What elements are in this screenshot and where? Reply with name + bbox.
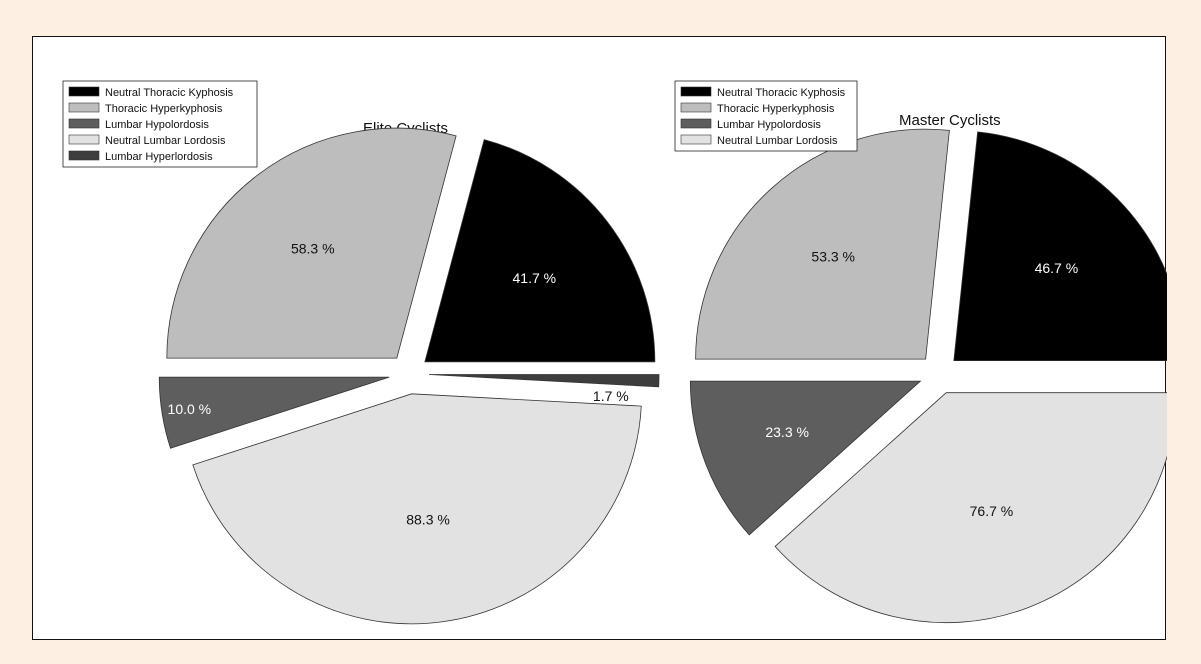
slice-lumbar-hyperlordosis (428, 374, 660, 388)
pie-chart-elite-cyclists: Elite Cyclists41.7 %58.3 %10.0 %88.3 %1.… (62, 80, 660, 625)
legend: Neutral Thoracic Kyphosis Thoracic Hyperk… (674, 80, 858, 152)
slice-thoracic-hyperkyphosis (166, 127, 457, 359)
legend-entry: Neutral Thoracic Kyphosis (717, 87, 846, 99)
legend-entry: Lumbar Hyperlordosis (105, 151, 213, 163)
pie-charts: Elite Cyclists41.7 %58.3 %10.0 %88.3 %1.… (62, 80, 1167, 625)
legend-swatch (68, 134, 100, 145)
legend-swatch (680, 102, 712, 113)
legend-entry: Neutral Lumbar Lordosis (717, 135, 838, 147)
legend-swatch (680, 86, 712, 97)
slice-lumbar-hypolordosis (689, 380, 922, 536)
legend-entry: Thoracic Hyperkyphosis (105, 103, 223, 115)
slice-thoracic-hyperkyphosis (695, 128, 950, 360)
slice-label: 88.3 % (406, 511, 450, 527)
legend-swatch (680, 118, 712, 129)
slice-label: 23.3 % (765, 424, 809, 440)
slice-neutral-thoracic-kyphosis (953, 131, 1167, 362)
slice-label: 41.7 % (513, 270, 557, 286)
chart-title: Master Cyclists (899, 112, 1001, 129)
legend-swatch (68, 102, 100, 113)
slice-label: 1.7 % (593, 388, 629, 404)
legend-swatch (68, 118, 100, 129)
slice-label: 53.3 % (811, 249, 855, 265)
slice-label: 58.3 % (291, 241, 335, 257)
legend-entry: Thoracic Hyperkyphosis (717, 103, 835, 115)
slice-label: 76.7 % (970, 503, 1014, 519)
legend-entry: Lumbar Hypolordosis (717, 119, 821, 131)
slice-lumbar-hypolordosis (158, 376, 390, 449)
legend-entry: Neutral Lumbar Lordosis (105, 135, 226, 147)
slice-neutral-thoracic-kyphosis (424, 139, 656, 363)
legend: Neutral Thoracic Kyphosis Thoracic Hyperk… (62, 80, 258, 168)
legend-swatch (680, 134, 712, 145)
slice-label: 46.7 % (1035, 260, 1079, 276)
legend-entry: Neutral Thoracic Kyphosis (105, 87, 234, 99)
legend-entry: Lumbar Hypolordosis (105, 119, 209, 131)
legend-swatch (68, 86, 100, 97)
pie-chart-master-cyclists: Master Cyclists 46.7 % 53.3 % 23.3 % 76.7 % N… (674, 80, 1167, 624)
figure-frame: Elite Cyclists41.7 %58.3 %10.0 %88.3 %1.… (32, 36, 1167, 640)
slice-label: 10.0 % (168, 401, 212, 417)
slice-neutral-lumbar-lordosis (192, 393, 642, 625)
legend-swatch (68, 150, 100, 161)
slice-neutral-lumbar-lordosis (774, 392, 1167, 624)
